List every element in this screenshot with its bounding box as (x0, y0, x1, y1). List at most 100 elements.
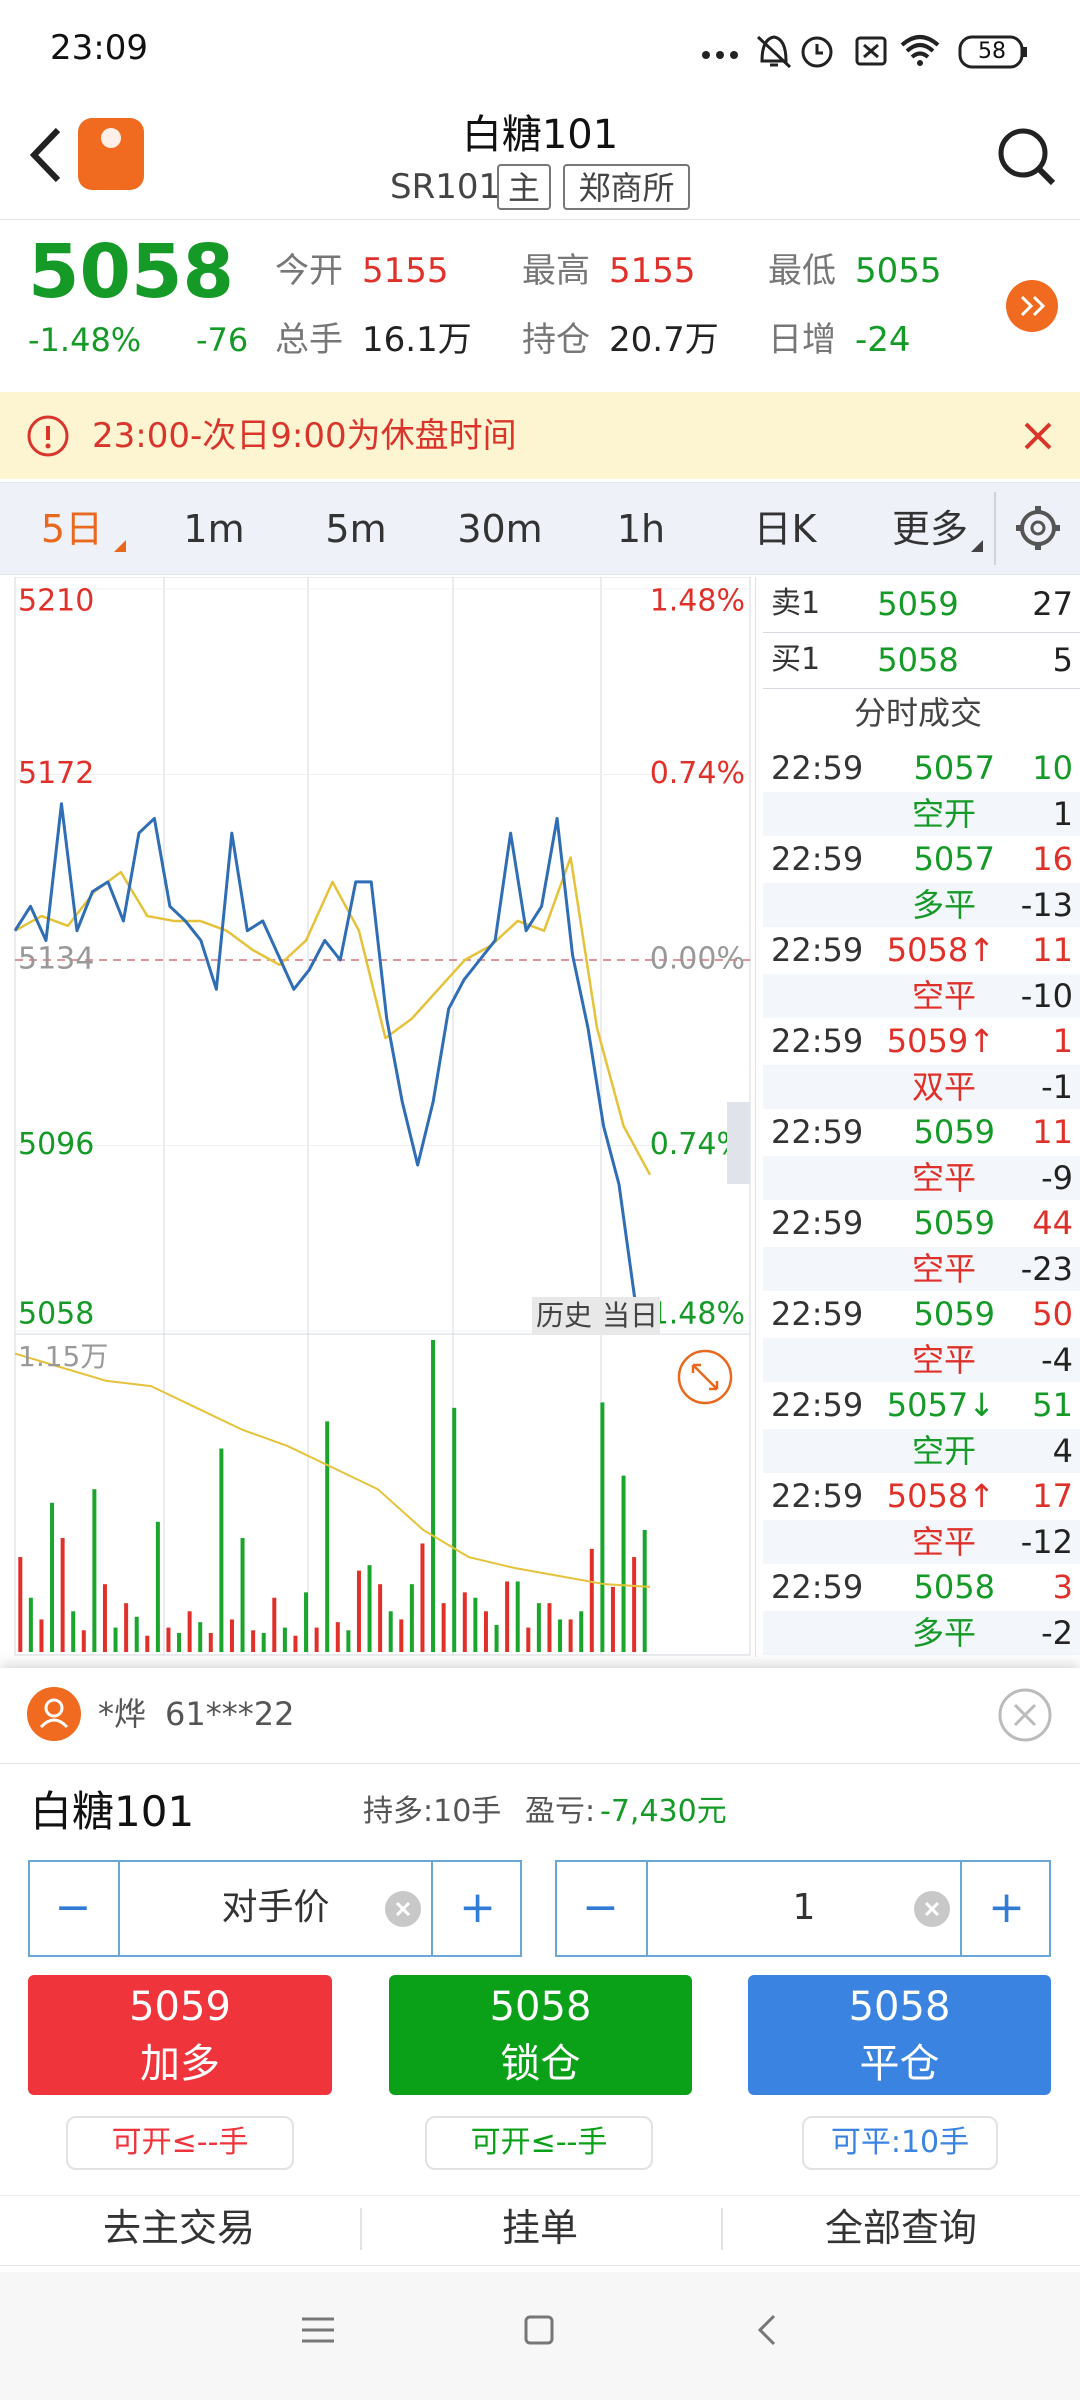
bottom-link[interactable]: 去主交易 (102, 2206, 256, 2250)
nav-back[interactable] (740, 2302, 796, 2358)
trade-price: 5057↓ (886, 1386, 995, 1424)
stat-label: 总手 (275, 320, 343, 360)
volume-bar (473, 1597, 478, 1652)
y-percent-label: 0.74% (650, 756, 745, 791)
volume-bar (621, 1475, 626, 1652)
search-button[interactable] (995, 125, 1061, 191)
trade-time: 22:59 (771, 1568, 864, 1606)
tab[interactable]: 更多 (891, 507, 969, 551)
trade-row-shade (763, 1429, 1080, 1473)
fullscreen-button[interactable] (677, 1349, 733, 1405)
divider (0, 1763, 1080, 1764)
sheet-close[interactable] (997, 1687, 1053, 1743)
trade-type: 空开 (911, 1432, 977, 1470)
action-button[interactable] (389, 1975, 692, 2095)
volume-bar (219, 1448, 224, 1652)
trade-type: 空平 (911, 1159, 977, 1197)
back-button[interactable] (20, 120, 70, 190)
plus-button[interactable]: + (988, 1882, 1025, 1933)
stat-value: 5055 (855, 251, 942, 291)
trade-type: 空平 (911, 1341, 977, 1379)
chart-button[interactable]: 当日 (602, 1299, 658, 1332)
volume-bar (229, 1619, 234, 1652)
settings-button[interactable] (994, 482, 1080, 575)
clear-button[interactable] (914, 1891, 950, 1927)
y-tick-label: 5134 (18, 942, 94, 977)
nav-home[interactable] (511, 2302, 567, 2358)
tab[interactable]: 1m (183, 507, 245, 551)
tab[interactable]: 1h (616, 507, 666, 551)
tab[interactable]: 5日 (40, 507, 104, 551)
input-cell (118, 1860, 433, 1957)
volume-bar (102, 1584, 107, 1652)
avatar (27, 1687, 81, 1741)
volume-bar (134, 1616, 139, 1652)
change-amount: -76 (196, 321, 249, 359)
volume-bar (282, 1627, 287, 1652)
stat-value: 5155 (362, 251, 449, 291)
minus-button[interactable]: − (582, 1882, 619, 1933)
stat-value: 16.1万 (362, 320, 472, 360)
status-icons (702, 35, 1027, 69)
y-tick-label: 5058 (18, 1297, 94, 1332)
bottom-link[interactable]: 全部查询 (824, 2206, 978, 2250)
tab-indicator (114, 540, 126, 552)
tab[interactable]: 5m (325, 507, 387, 551)
plus-button[interactable]: + (459, 1882, 496, 1933)
volume-average-line (14, 1352, 651, 1588)
volume-bar (378, 1584, 383, 1652)
trade-price: 5059 (913, 1204, 995, 1242)
contract-code: SR101 (390, 167, 501, 207)
trade-change: -13 (1020, 886, 1073, 924)
tab[interactable]: 30m (457, 507, 543, 551)
volume-bar (568, 1619, 573, 1652)
contract-tag: 主 (497, 164, 551, 210)
tab[interactable]: 日K (753, 507, 817, 551)
trade-type: 空开 (911, 795, 977, 833)
expand-quote-button[interactable] (1005, 279, 1059, 333)
note-box (425, 2116, 653, 2170)
action-price: 5058 (848, 1984, 951, 2030)
action-label: 加多 (140, 2041, 220, 2087)
chart-button[interactable]: 历史 (536, 1299, 592, 1332)
nav-menu[interactable] (290, 2305, 346, 2355)
price-input[interactable]: 对手价 (221, 1887, 330, 1928)
volume-bar (431, 1340, 436, 1652)
trade-row-shade (763, 883, 1080, 927)
volume-bar (92, 1489, 97, 1652)
clear-button[interactable] (385, 1891, 421, 1927)
action-button[interactable] (748, 1975, 1051, 2095)
stat-label: 今开 (275, 251, 343, 291)
volume-bar (367, 1565, 372, 1652)
notice-close[interactable] (1020, 418, 1056, 454)
trades-title: 分时成交 (853, 694, 983, 732)
volume-bar (28, 1597, 33, 1652)
trade-row-shade (763, 792, 1080, 836)
order-label: 买1 (771, 642, 821, 677)
volume-bar (579, 1611, 584, 1652)
volume-bar (335, 1622, 340, 1652)
minus-button[interactable]: − (54, 1882, 92, 1933)
volume-bar (409, 1584, 414, 1652)
pnl-value: -7,430元 (600, 1794, 727, 1829)
action-button[interactable] (28, 1975, 332, 2095)
position: 持多:10手 (363, 1794, 502, 1829)
y-percent-label: 1.48% (650, 584, 745, 619)
volume-bar (240, 1538, 245, 1652)
order-label: 卖1 (771, 586, 821, 621)
stat-value: -24 (855, 320, 911, 360)
trade-type: 空平 (911, 1523, 977, 1561)
trade-price: 5059 (913, 1113, 995, 1151)
volume-bar (187, 1611, 192, 1652)
volume-bar (589, 1548, 594, 1652)
y-tick-label: 5210 (18, 584, 94, 619)
volume-bar (208, 1633, 213, 1652)
panel-border (755, 577, 756, 1657)
trade-symbol: 白糖101 (30, 1787, 195, 1836)
quantity-input[interactable]: 1 (792, 1887, 816, 1928)
order-volume: 27 (1032, 585, 1073, 623)
bottom-link[interactable]: 挂单 (501, 2206, 579, 2250)
order-price: 5058 (877, 641, 959, 679)
trade-change: 4 (1052, 1432, 1073, 1470)
volume-bar (272, 1597, 277, 1652)
